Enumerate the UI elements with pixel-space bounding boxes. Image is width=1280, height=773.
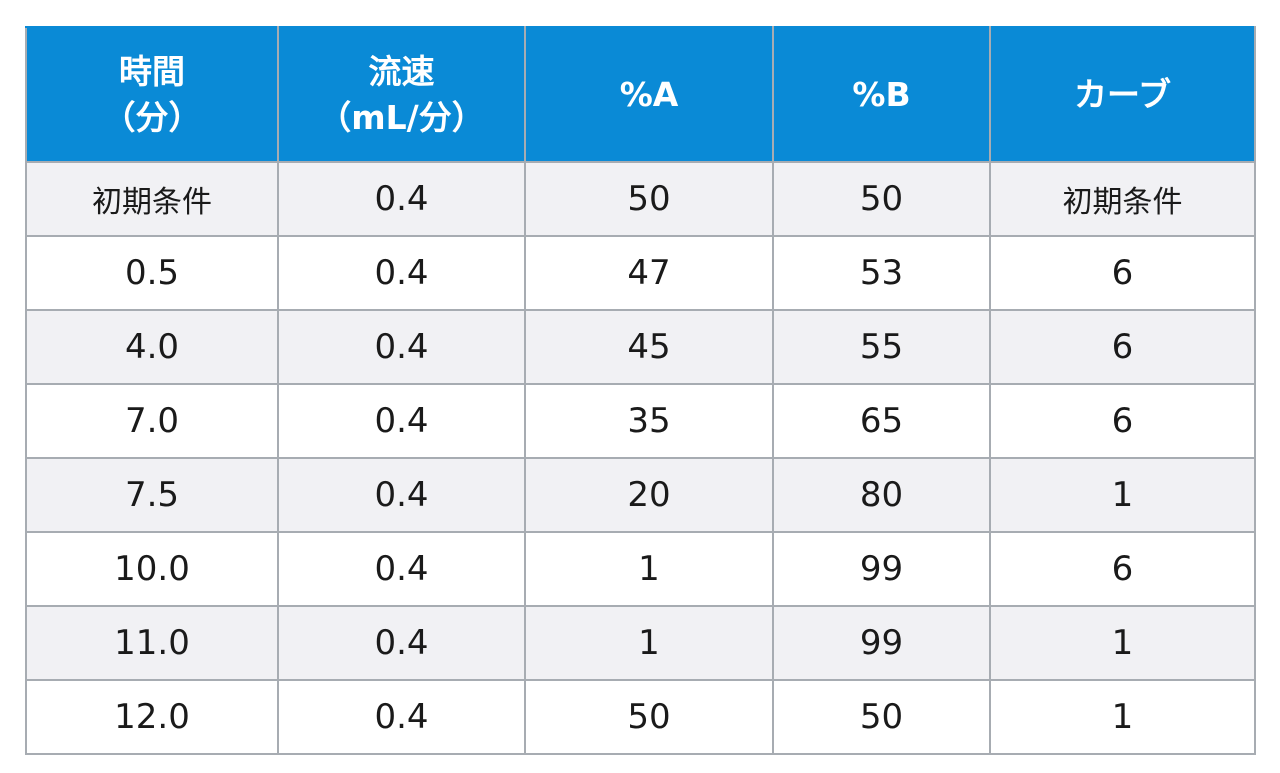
cell-curve: 初期条件 <box>989 161 1256 237</box>
cell-time: 10.0 <box>25 531 279 607</box>
cell-curve: 6 <box>989 309 1256 385</box>
cell-curve: 6 <box>989 235 1256 311</box>
cell-time: 初期条件 <box>25 161 279 237</box>
cell-time: 11.0 <box>25 605 279 681</box>
cell-pct-a: 1 <box>524 531 774 607</box>
header-flow-unit: （mL/分） <box>318 97 485 137</box>
table-header: 時間 （分） 流速 （mL/分） %A %B カーブ <box>25 26 1256 163</box>
header-time-unit: （分） <box>102 97 202 137</box>
table-row: 11.0 0.4 1 99 1 <box>25 605 1256 681</box>
cell-flow: 0.4 <box>277 309 526 385</box>
cell-flow: 0.4 <box>277 605 526 681</box>
cell-pct-b: 99 <box>772 605 991 681</box>
cell-time: 7.5 <box>25 457 279 533</box>
cell-pct-b: 55 <box>772 309 991 385</box>
cell-pct-a: 35 <box>524 383 774 459</box>
table-row: 初期条件 0.4 50 50 初期条件 <box>25 161 1256 237</box>
cell-pct-a: 47 <box>524 235 774 311</box>
cell-pct-b: 80 <box>772 457 991 533</box>
cell-curve: 1 <box>989 605 1256 681</box>
cell-flow: 0.4 <box>277 457 526 533</box>
cell-flow: 0.4 <box>277 531 526 607</box>
cell-pct-b: 50 <box>772 679 991 755</box>
cell-flow: 0.4 <box>277 235 526 311</box>
gradient-table: 時間 （分） 流速 （mL/分） %A %B カーブ 初期条件 0.4 50 5… <box>25 26 1256 755</box>
table-row: 7.5 0.4 20 80 1 <box>25 457 1256 533</box>
header-pct-b: %B <box>772 26 991 163</box>
cell-pct-b: 53 <box>772 235 991 311</box>
cell-time: 7.0 <box>25 383 279 459</box>
table-row: 7.0 0.4 35 65 6 <box>25 383 1256 459</box>
table-body: 初期条件 0.4 50 50 初期条件 0.5 0.4 47 53 6 4.0 … <box>25 161 1256 755</box>
cell-pct-a: 20 <box>524 457 774 533</box>
cell-pct-a: 45 <box>524 309 774 385</box>
cell-pct-a: 50 <box>524 679 774 755</box>
cell-pct-a: 50 <box>524 161 774 237</box>
table-row: 0.5 0.4 47 53 6 <box>25 235 1256 311</box>
cell-time: 0.5 <box>25 235 279 311</box>
cell-pct-b: 99 <box>772 531 991 607</box>
cell-curve: 6 <box>989 383 1256 459</box>
table-row: 12.0 0.4 50 50 1 <box>25 679 1256 755</box>
cell-pct-a: 1 <box>524 605 774 681</box>
header-time-label: 時間 <box>119 51 185 91</box>
cell-curve: 1 <box>989 679 1256 755</box>
table-row: 4.0 0.4 45 55 6 <box>25 309 1256 385</box>
header-curve: カーブ <box>989 26 1256 163</box>
cell-pct-b: 65 <box>772 383 991 459</box>
cell-time: 12.0 <box>25 679 279 755</box>
cell-flow: 0.4 <box>277 383 526 459</box>
header-flow-label: 流速 <box>368 51 435 91</box>
cell-curve: 1 <box>989 457 1256 533</box>
cell-pct-b: 50 <box>772 161 991 237</box>
cell-flow: 0.4 <box>277 161 526 237</box>
header-pct-a: %A <box>524 26 774 163</box>
cell-flow: 0.4 <box>277 679 526 755</box>
header-row: 時間 （分） 流速 （mL/分） %A %B カーブ <box>25 26 1256 163</box>
header-time: 時間 （分） <box>25 26 279 163</box>
table-row: 10.0 0.4 1 99 6 <box>25 531 1256 607</box>
cell-curve: 6 <box>989 531 1256 607</box>
cell-time: 4.0 <box>25 309 279 385</box>
header-flow: 流速 （mL/分） <box>277 26 526 163</box>
